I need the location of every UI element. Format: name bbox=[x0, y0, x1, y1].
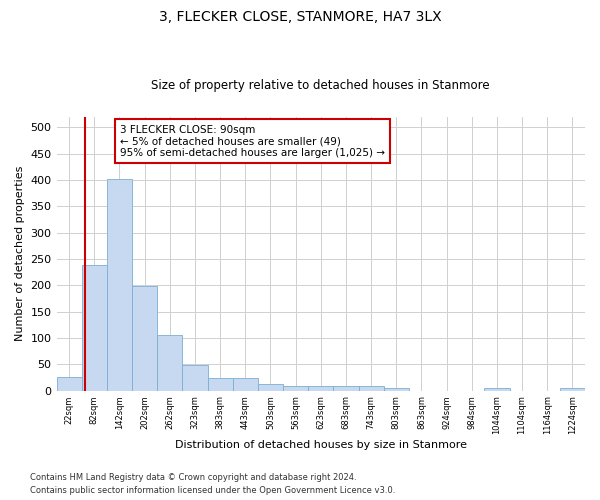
Bar bbox=[359, 386, 383, 390]
Title: Size of property relative to detached houses in Stanmore: Size of property relative to detached ho… bbox=[151, 79, 490, 92]
Text: Contains HM Land Registry data © Crown copyright and database right 2024.
Contai: Contains HM Land Registry data © Crown c… bbox=[30, 474, 395, 495]
Text: 3 FLECKER CLOSE: 90sqm
← 5% of detached houses are smaller (49)
95% of semi-deta: 3 FLECKER CLOSE: 90sqm ← 5% of detached … bbox=[120, 124, 385, 158]
Bar bbox=[208, 378, 233, 390]
Bar bbox=[56, 378, 82, 390]
Bar bbox=[157, 336, 182, 390]
X-axis label: Distribution of detached houses by size in Stanmore: Distribution of detached houses by size … bbox=[175, 440, 467, 450]
Y-axis label: Number of detached properties: Number of detached properties bbox=[15, 166, 25, 342]
Bar bbox=[107, 179, 132, 390]
Bar bbox=[334, 386, 359, 390]
Bar bbox=[308, 386, 334, 390]
Bar bbox=[484, 388, 509, 390]
Bar bbox=[233, 378, 258, 390]
Bar bbox=[560, 388, 585, 390]
Bar bbox=[132, 286, 157, 391]
Bar bbox=[383, 388, 409, 390]
Bar bbox=[182, 366, 208, 390]
Bar bbox=[82, 266, 107, 390]
Text: 3, FLECKER CLOSE, STANMORE, HA7 3LX: 3, FLECKER CLOSE, STANMORE, HA7 3LX bbox=[158, 10, 442, 24]
Bar bbox=[283, 386, 308, 390]
Bar bbox=[258, 384, 283, 390]
